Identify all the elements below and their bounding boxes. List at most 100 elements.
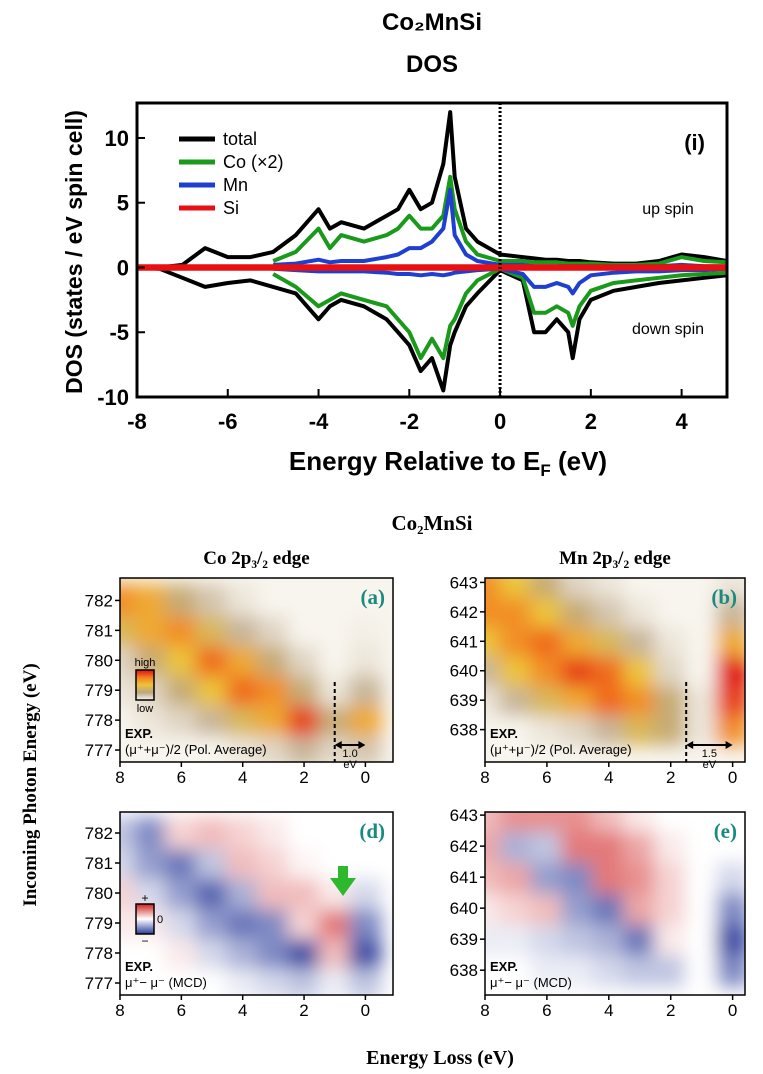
x-tick-label: 2 <box>585 409 597 434</box>
x-tick-label: 0 <box>361 1001 370 1020</box>
x-tick-label: -6 <box>218 409 238 434</box>
heatmap-cell <box>499 891 533 925</box>
heatmap-cell <box>685 812 719 832</box>
heatmap-cell <box>592 578 626 599</box>
heatmap-cell <box>165 734 198 762</box>
heatmap-cell <box>195 967 229 995</box>
heatmap-cell <box>685 953 719 987</box>
heatmap-cell <box>654 655 688 687</box>
y-tick-label: 778 <box>85 944 113 963</box>
heatmap-cell <box>226 584 260 617</box>
x-tick-label: 0 <box>494 409 506 434</box>
y-tick-label: 781 <box>85 621 113 640</box>
heatmap-cell <box>499 625 533 658</box>
heatmap-cell <box>685 891 719 925</box>
x-tick-label: 6 <box>177 768 186 787</box>
heatmap-cell <box>685 684 719 716</box>
x-axis-label: Energy Loss (eV) <box>366 1047 514 1069</box>
heatmap-cell <box>349 614 382 647</box>
panel-label: (b) <box>711 585 737 609</box>
colorbar-label: 0 <box>157 914 163 926</box>
heatmap-cell <box>592 625 626 658</box>
heatmap-cell <box>685 596 719 628</box>
colorbar <box>135 669 155 701</box>
heatmap-cell <box>120 847 137 879</box>
heatmap-cell <box>226 907 260 939</box>
y-tick-label: 777 <box>85 974 113 993</box>
x-tick-label: 0 <box>728 768 737 787</box>
heatmap-cell <box>226 937 260 969</box>
heatmap-cell <box>561 922 595 956</box>
x-tick-label: 6 <box>542 1001 551 1020</box>
x-tick-label: 8 <box>480 768 489 787</box>
heatmap-cell <box>318 967 352 995</box>
arrow-annotation <box>330 866 356 896</box>
colorbar-label: high <box>135 657 156 669</box>
heatmap-cell <box>287 817 321 849</box>
heatmap-cell <box>165 937 198 969</box>
heatmap-cell <box>499 596 533 628</box>
heatmap-cell <box>623 596 657 628</box>
plot-frame <box>119 811 394 996</box>
heatmap-cell <box>716 812 745 832</box>
heatmap-cell <box>499 953 533 987</box>
heatmap-cell <box>561 625 595 658</box>
y-tick-label: 639 <box>450 930 478 949</box>
heatmap-cell <box>120 907 137 939</box>
heatmap-cell <box>623 625 657 658</box>
gap-unit: eV <box>703 759 717 771</box>
heatmap-cell <box>485 812 502 832</box>
heatmap-cell <box>349 704 382 737</box>
figure-title: Co₂MnSi <box>392 511 473 535</box>
heatmap-cell <box>623 829 657 863</box>
heatmap-cell <box>485 596 502 628</box>
panel-note: μ⁺− μ⁻ (MCD) <box>490 975 572 990</box>
heatmap-cell <box>499 684 533 716</box>
y-tick-label: 777 <box>85 741 113 760</box>
heatmap-cell <box>685 578 719 599</box>
heatmap-cell <box>654 596 688 628</box>
heatmap-cell <box>287 877 321 909</box>
panel-label: (e) <box>714 819 737 843</box>
heatmap-cell <box>287 644 321 677</box>
heatmap-cell <box>165 907 198 939</box>
heatmap-cell <box>226 817 260 849</box>
heatmap-cell <box>530 891 564 925</box>
heatmap-cell <box>226 734 260 762</box>
x-tick-label: 4 <box>675 409 688 434</box>
x-tick-label: -4 <box>309 409 329 434</box>
heatmap-cell <box>120 674 137 707</box>
heatmap-cell <box>257 644 290 677</box>
heatmap-cell <box>654 812 688 832</box>
heatmap-cell <box>716 578 745 599</box>
panel-title: Mn 2p₃/₂ edge <box>559 548 671 569</box>
heatmap-cell <box>120 614 137 647</box>
heatmap-cell <box>257 674 290 707</box>
heatmap-cell <box>654 953 688 987</box>
heatmap-cell <box>592 953 626 987</box>
heatmap-cell <box>165 674 198 707</box>
heatmap-cell <box>120 704 137 737</box>
heatmap-cell <box>195 644 229 677</box>
heatmap-cell <box>165 644 198 677</box>
heatmap-cell <box>195 937 229 969</box>
heatmap-cell <box>654 860 688 894</box>
heatmap-cell <box>349 847 382 879</box>
heatmap-cell <box>120 644 137 677</box>
heatmap-cell <box>561 953 595 987</box>
heatmap-cell <box>226 877 260 909</box>
heatmap-cell <box>257 937 290 969</box>
panel-label: (d) <box>359 819 385 843</box>
heatmap-cell <box>561 812 595 832</box>
heatmap-cell <box>716 891 745 925</box>
heatmap-cell <box>257 584 290 617</box>
heatmap-cell <box>530 655 564 687</box>
series-line <box>272 266 727 361</box>
gap-label: 1.5 <box>702 748 717 760</box>
arrow-head <box>334 741 366 749</box>
heatmap-cell <box>134 584 168 617</box>
heatmap-cell <box>120 734 137 762</box>
panel-note: EXP. <box>490 959 518 974</box>
panel-note: EXP. <box>125 959 153 974</box>
x-tick-label: 0 <box>728 1001 737 1020</box>
